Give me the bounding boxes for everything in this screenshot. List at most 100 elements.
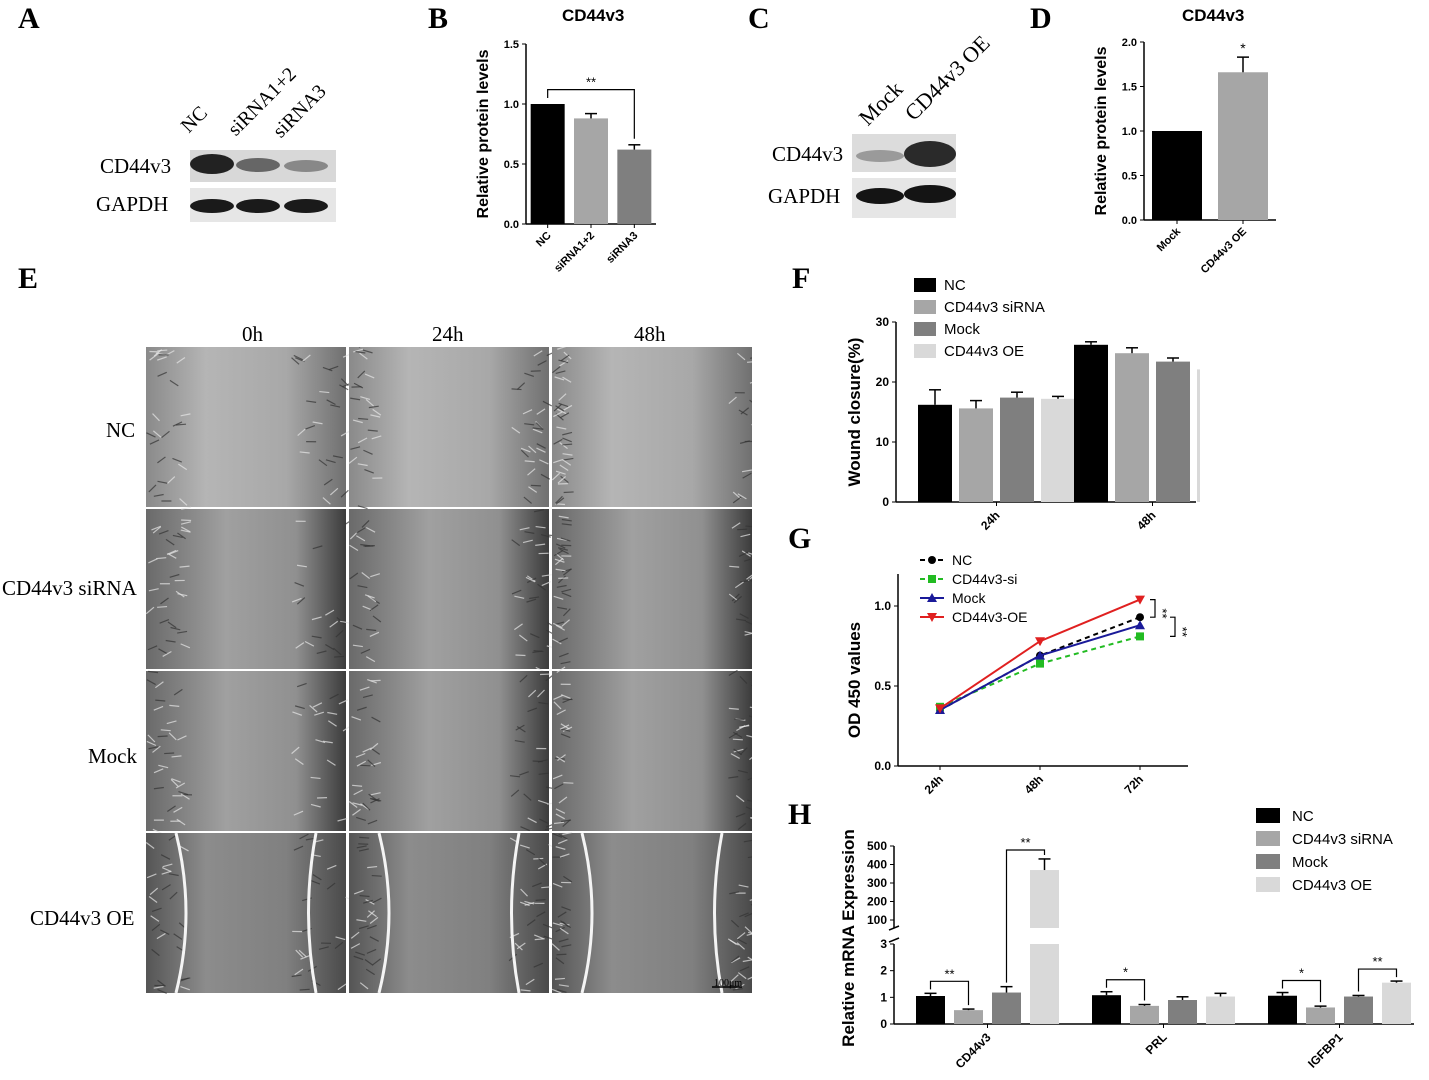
- blot-c-image: [852, 134, 956, 218]
- cell-mark: [168, 873, 179, 877]
- cell-mark: [153, 349, 163, 357]
- col-label-24h: 24h: [432, 322, 464, 346]
- cell-mark: [555, 405, 565, 412]
- cell-mark: [562, 404, 573, 411]
- y-tick-label: 0: [882, 495, 889, 509]
- cell-mark: [520, 449, 529, 458]
- cell-mark: [161, 867, 172, 873]
- cell-mark: [322, 366, 333, 372]
- cell-mark: [370, 679, 381, 682]
- cell-mark: [166, 720, 177, 725]
- cell-mark: [736, 932, 746, 940]
- cell-mark: [559, 927, 569, 935]
- cell-mark: [148, 670, 159, 674]
- cell-mark: [336, 617, 345, 625]
- cell-mark: [738, 884, 749, 888]
- cell-mark: [542, 400, 553, 407]
- cell-mark: [365, 656, 376, 663]
- cell-mark: [326, 864, 337, 870]
- y-tick-label: 0: [880, 1017, 887, 1031]
- cell-mark: [180, 985, 191, 991]
- cell-mark: [364, 468, 374, 474]
- cell-mark: [562, 819, 571, 828]
- cell-mark: [367, 759, 376, 768]
- cell-mark: [335, 936, 346, 941]
- x-tick-label: Mock: [1155, 225, 1184, 254]
- cell-mark: [161, 430, 170, 439]
- cell-mark: [358, 417, 369, 420]
- cell-mark: [147, 645, 158, 651]
- cell-mark: [171, 778, 181, 783]
- cell-mark: [552, 833, 563, 838]
- cell-mark: [369, 936, 379, 942]
- cell-mark: [293, 354, 304, 361]
- cell-mark: [562, 698, 573, 701]
- blot-a-image: [190, 150, 336, 222]
- cell-mark: [312, 545, 323, 550]
- x-tick-label: siRNA1+2: [552, 230, 597, 275]
- cell-mark: [152, 526, 162, 534]
- chart-h: 0 1 2 3 100 200 300 400 500 Relative mRNA Express…: [839, 808, 1414, 1071]
- cell-mark: [334, 655, 345, 658]
- cell-mark: [516, 942, 526, 950]
- cell-mark: [355, 350, 366, 354]
- cell-mark: [529, 633, 540, 639]
- y-tick-label: 2.0: [1122, 37, 1137, 49]
- cell-mark: [514, 739, 525, 743]
- cell-mark: [559, 724, 570, 730]
- bar-NC: [530, 104, 565, 224]
- cell-mark: [170, 778, 179, 787]
- cell-mark: [180, 529, 191, 533]
- cell-mark: [558, 393, 567, 401]
- legend-swatch-Mock: [914, 322, 936, 336]
- significance-label: **: [944, 966, 954, 981]
- cell-mark: [352, 624, 363, 630]
- cell-mark: [520, 989, 531, 992]
- cell-mark: [728, 776, 739, 779]
- legend-label: CD44v3 OE: [1292, 877, 1372, 894]
- cell-mark: [551, 988, 562, 994]
- cell-mark: [535, 422, 544, 431]
- cell-mark: [523, 793, 532, 801]
- cell-mark: [327, 711, 338, 715]
- cell-mark: [728, 669, 738, 676]
- cell-mark: [551, 472, 561, 481]
- cell-mark: [562, 443, 573, 446]
- cell-mark: [562, 376, 572, 383]
- cell-mark: [325, 459, 336, 464]
- cell-mark: [750, 817, 752, 820]
- cell-mark: [746, 361, 752, 363]
- cell-mark: [748, 715, 752, 718]
- y-tick-label: 1.0: [1122, 126, 1137, 138]
- cell-mark: [555, 957, 565, 965]
- bar-Mock-PRL: [1168, 1000, 1197, 1024]
- cell-mark: [151, 525, 162, 531]
- cell-mark: [739, 440, 750, 444]
- cell-mark: [555, 543, 566, 549]
- cell-mark: [357, 370, 366, 379]
- legend-label: NC: [1292, 808, 1314, 825]
- cell-mark: [534, 509, 545, 513]
- cell-mark: [158, 648, 168, 655]
- cell-mark: [353, 348, 364, 353]
- significance-label: **: [586, 75, 596, 90]
- cell-mark: [745, 806, 752, 811]
- cell-mark: [326, 759, 336, 766]
- legend-label: Mock: [944, 321, 980, 338]
- cell-mark: [340, 430, 351, 437]
- cell-mark: [365, 968, 375, 976]
- cell-mark: [560, 728, 571, 732]
- cell-mark: [367, 819, 378, 825]
- cell-mark: [563, 491, 574, 494]
- cell-mark: [533, 350, 543, 357]
- cell-mark: [328, 365, 339, 371]
- cell-mark: [733, 748, 743, 756]
- y-tick-label: 0.0: [874, 759, 891, 773]
- cell-mark: [329, 620, 339, 628]
- cell-mark: [533, 962, 544, 968]
- blot-c-lane-2: CD44v3 OE: [899, 30, 995, 126]
- cell-mark: [562, 437, 572, 443]
- cell-mark: [733, 731, 743, 738]
- chart-f: 0 10 20 30 Wound closure(%) 24h 48h NC CD44v3 si…: [845, 277, 1200, 533]
- cell-mark: [366, 628, 377, 632]
